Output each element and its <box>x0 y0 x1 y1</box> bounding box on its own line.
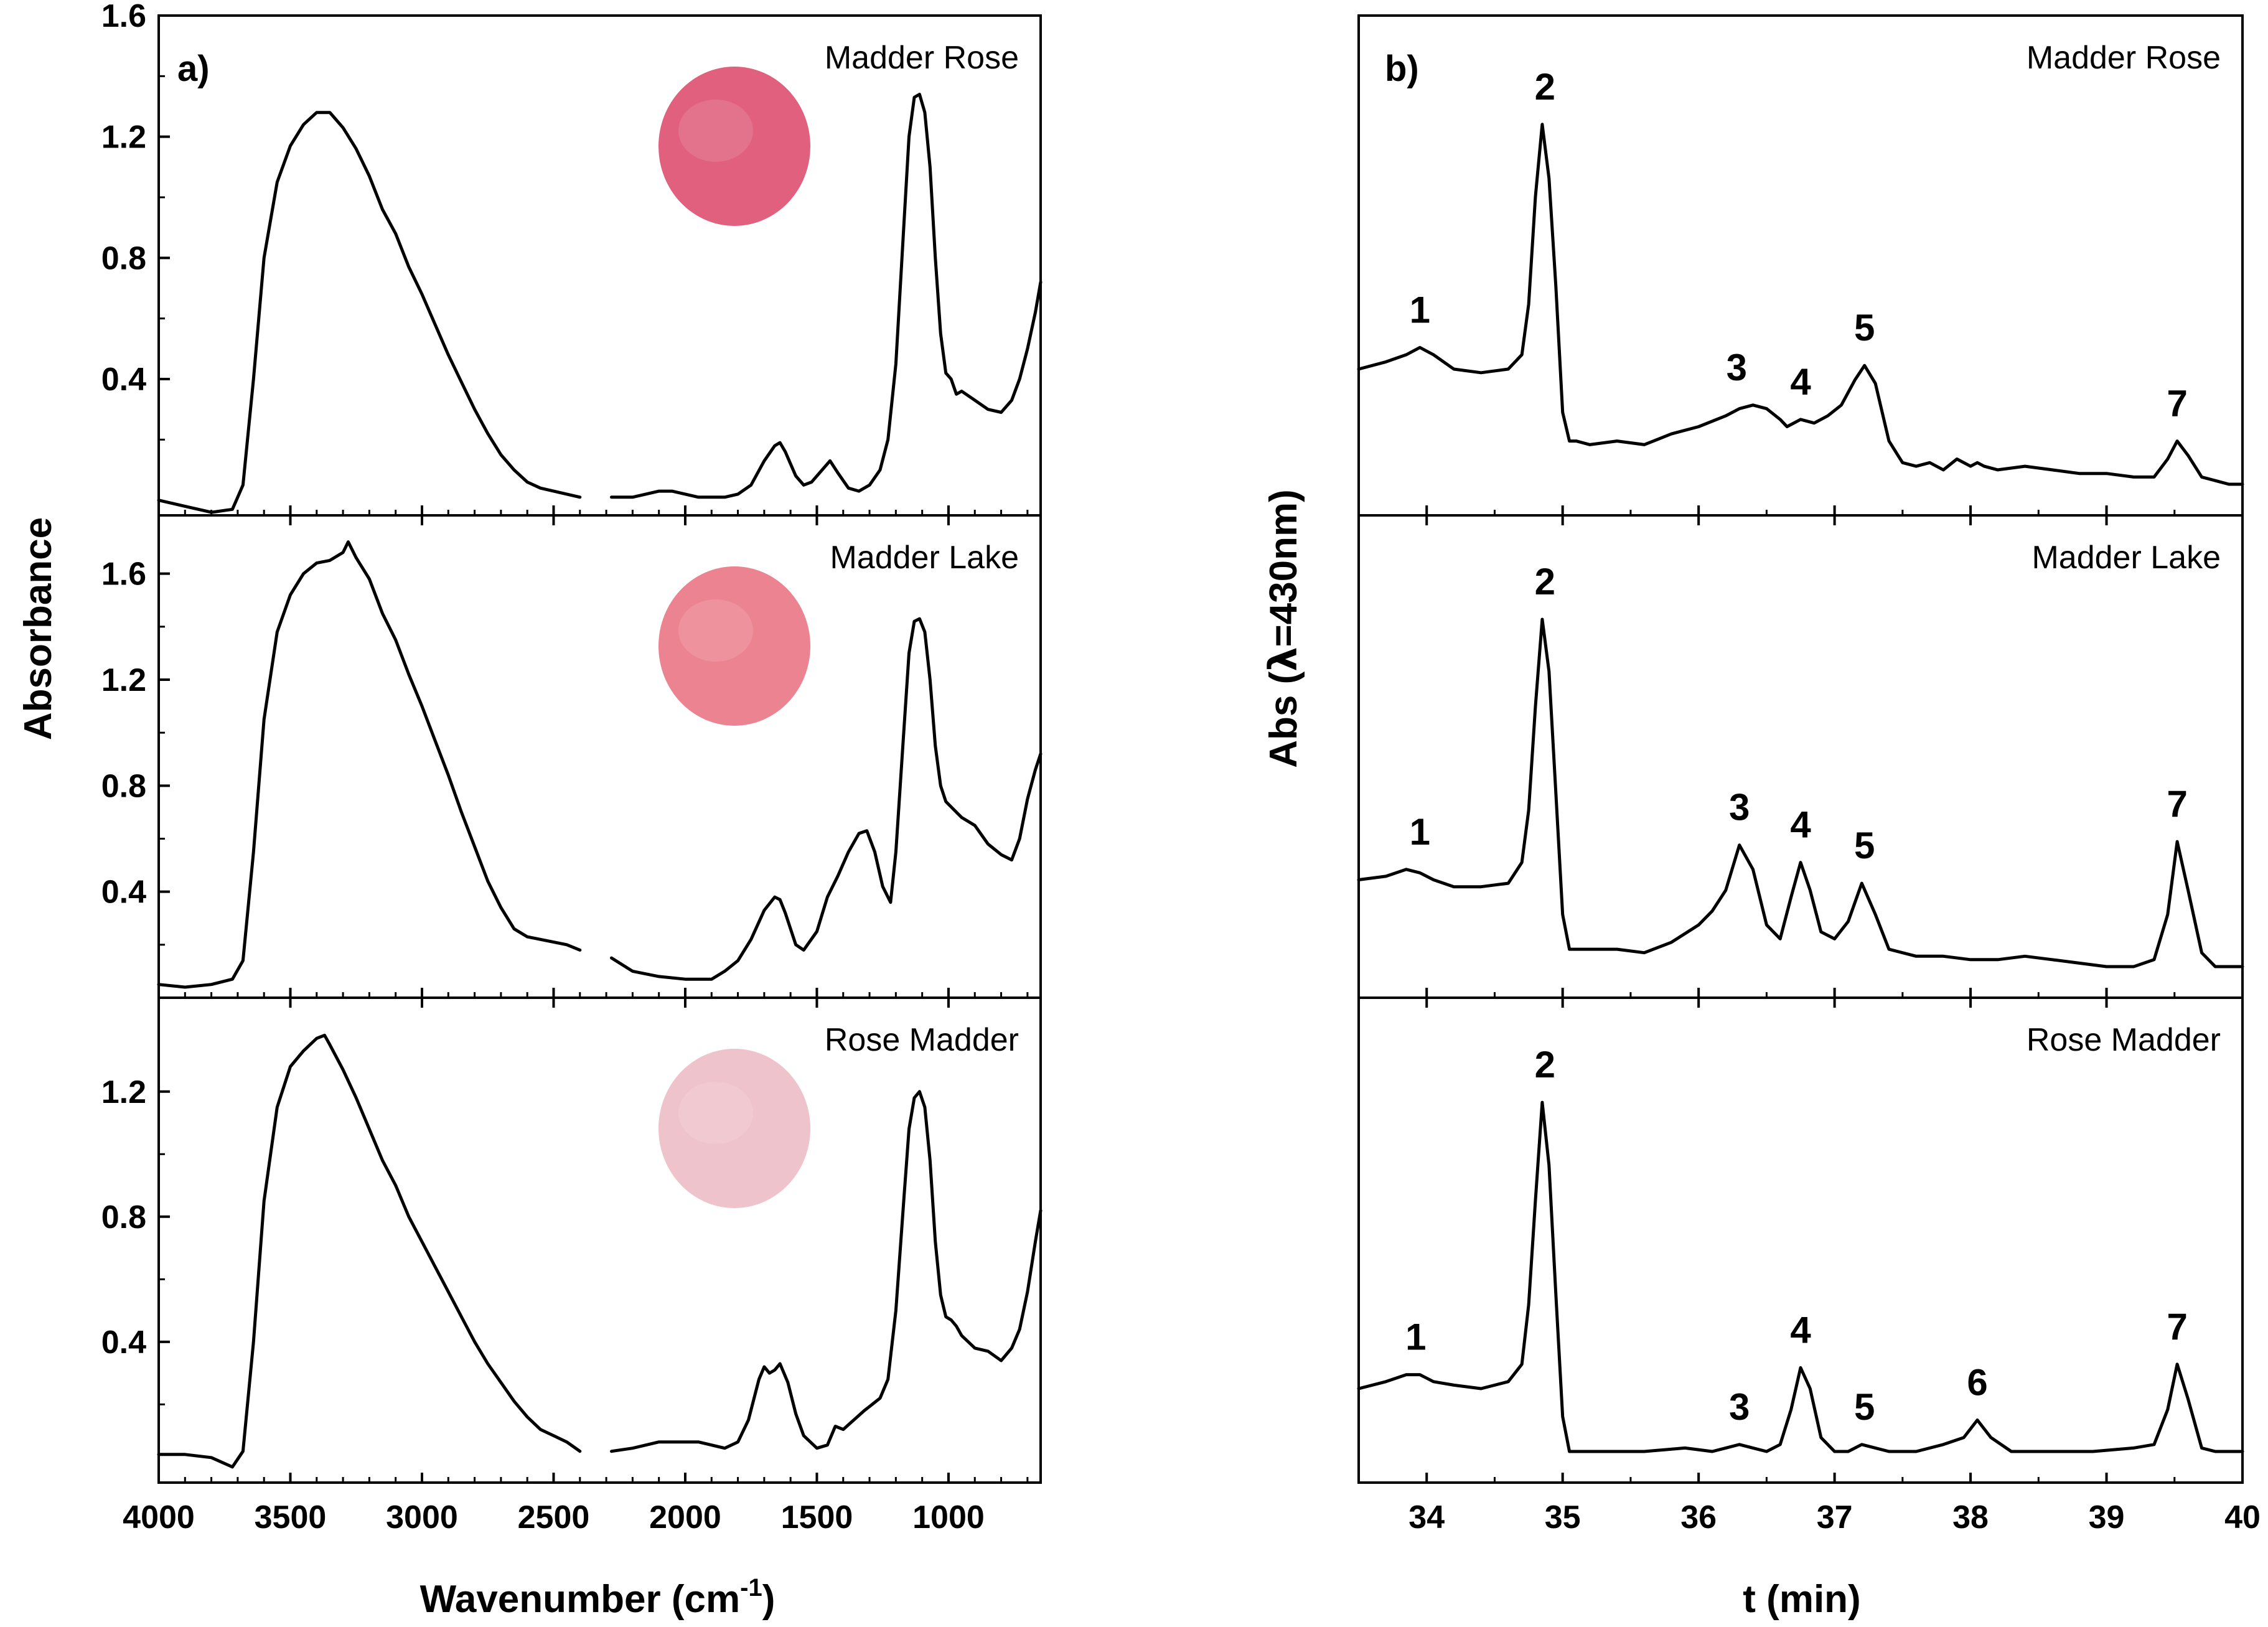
y-tick-label: 0.4 <box>101 1325 146 1361</box>
peak-label: 1 <box>1410 289 1430 331</box>
y-tick-label: 0.8 <box>101 768 146 804</box>
x-tick-label: 36 <box>1680 1499 1717 1536</box>
panel-a-letter: a) <box>177 49 210 89</box>
x-tick-label: 2000 <box>649 1499 721 1536</box>
panel-b-frame <box>1357 996 2244 1484</box>
sample-label: Rose Madder <box>825 1022 1019 1058</box>
peak-label: 5 <box>1854 825 1875 866</box>
peak-label: 4 <box>1790 1309 1811 1351</box>
sample-label: Madder Lake <box>830 540 1019 576</box>
pigment-swatch-highlight <box>678 599 753 662</box>
panel-a-frame <box>157 14 1042 517</box>
y-tick-label: 0.4 <box>101 362 146 398</box>
x-tick-label: 37 <box>1817 1499 1853 1536</box>
x-tick-label: 1000 <box>912 1499 985 1536</box>
panel-b-letter: b) <box>1385 49 1419 89</box>
panel-a: 0.4 0.8 1.2 1.6 Madder Rose 0.4 0.8 1.2 1.6 Madd… <box>17 0 1043 1621</box>
peak-label: 6 <box>1967 1362 1987 1404</box>
x-tick-label: 38 <box>1952 1499 1989 1536</box>
sample-label: Rose Madder <box>2027 1022 2221 1058</box>
panel-b-subplot-2: 1 2 3 4 5 7 Madder Lake <box>1357 514 2244 999</box>
peak-label: 7 <box>2167 783 2187 825</box>
peak-label: 2 <box>1535 1044 1555 1085</box>
panel-b-y-axis-title-tail: =430nm) <box>1262 489 1305 647</box>
peak-label: 3 <box>1727 347 1747 388</box>
panel-b-frame <box>1357 514 2244 999</box>
y-tick-label: 1.2 <box>101 1074 146 1110</box>
peak-label: 7 <box>2167 1306 2187 1348</box>
ftir-trace-low <box>610 93 1043 499</box>
y-tick-label: 0.8 <box>101 1199 146 1235</box>
peak-label: 3 <box>1729 1386 1750 1428</box>
panel-a-x-axis-title-tail: ) <box>762 1578 776 1621</box>
panel-a-frame <box>157 514 1042 999</box>
pigment-swatch <box>658 67 810 226</box>
x-tick-label: 3500 <box>255 1499 327 1536</box>
y-tick-label: 1.6 <box>101 0 146 34</box>
x-tick-label: 40 <box>2224 1499 2261 1536</box>
pigment-swatch-highlight <box>678 1082 753 1144</box>
peak-label: 1 <box>1405 1316 1426 1358</box>
panel-a-x-axis-title-sup: -1 <box>740 1574 762 1601</box>
x-tick-label: 35 <box>1545 1499 1581 1536</box>
x-tick-label: 3000 <box>386 1499 458 1536</box>
peak-label: 3 <box>1729 787 1750 828</box>
hplc-trace <box>1357 123 2244 486</box>
ftir-trace-low <box>610 1090 1043 1453</box>
ftir-trace-low <box>610 617 1043 981</box>
peak-label: 5 <box>1854 1386 1875 1428</box>
x-tick-label: 34 <box>1408 1499 1445 1536</box>
hplc-trace <box>1357 1100 2244 1453</box>
x-tick-label: 1500 <box>781 1499 853 1536</box>
panel-a-x-axis-title: Wavenumber (cm-1) <box>420 1574 776 1621</box>
y-tick-label: 1.6 <box>101 556 146 593</box>
y-tick-label: 1.2 <box>101 120 146 156</box>
peak-label: 2 <box>1535 561 1555 603</box>
pigment-swatch-highlight <box>678 100 753 162</box>
ftir-trace-high <box>157 1033 582 1469</box>
peak-label: 7 <box>2167 383 2187 424</box>
panel-a-y-axis-title: Absorbance <box>17 517 60 740</box>
panel-a-x-axis-title-main: Wavenumber (cm <box>420 1578 741 1621</box>
peak-label: 2 <box>1535 66 1555 108</box>
panel-a-frame <box>157 996 1042 1484</box>
panel-a-subplot-3: 0.4 0.8 1.2 Rose Madder <box>101 996 1043 1484</box>
hplc-trace <box>1357 617 2244 968</box>
panel-a-subplot-2: 0.4 0.8 1.2 1.6 Madder Lake <box>101 514 1043 999</box>
panel-b-frame <box>1357 14 2244 517</box>
sample-label: Madder Rose <box>2027 40 2221 76</box>
sample-label: Madder Lake <box>2031 540 2221 576</box>
peak-label: 4 <box>1790 804 1811 846</box>
x-tick-label: 2500 <box>518 1499 590 1536</box>
y-tick-label: 1.2 <box>101 662 146 698</box>
peak-label: 5 <box>1854 307 1875 349</box>
panel-b-subplot-1: 1 2 3 4 5 7 Madder Rose <box>1357 14 2244 517</box>
ftir-trace-high <box>157 111 582 514</box>
peak-label: 4 <box>1790 361 1811 403</box>
y-tick-label: 0.8 <box>101 240 146 276</box>
panel-b-subplot-3: 1 2 34 5 6 7 Rose Madder <box>1357 996 2244 1484</box>
x-tick-label: 4000 <box>123 1499 195 1536</box>
panel-b-y-axis-title-main: Abs ( <box>1262 671 1305 767</box>
pigment-swatch <box>658 566 810 726</box>
panel-a-subplot-1: 0.4 0.8 1.2 1.6 Madder Rose <box>101 0 1043 517</box>
peak-label: 1 <box>1410 811 1430 853</box>
y-tick-label: 0.4 <box>101 874 146 911</box>
panel-b-x-axis-title: t (min) <box>1743 1578 1860 1621</box>
sample-label: Madder Rose <box>825 40 1019 76</box>
ftir-trace-high <box>157 540 582 989</box>
x-tick-label: 39 <box>2089 1499 2125 1536</box>
panel-b-y-axis-title: Abs (λ=430nm) <box>1260 489 1306 768</box>
panel-b-y-axis-title-symbol: λ <box>1260 647 1306 672</box>
pigment-swatch <box>658 1049 810 1208</box>
